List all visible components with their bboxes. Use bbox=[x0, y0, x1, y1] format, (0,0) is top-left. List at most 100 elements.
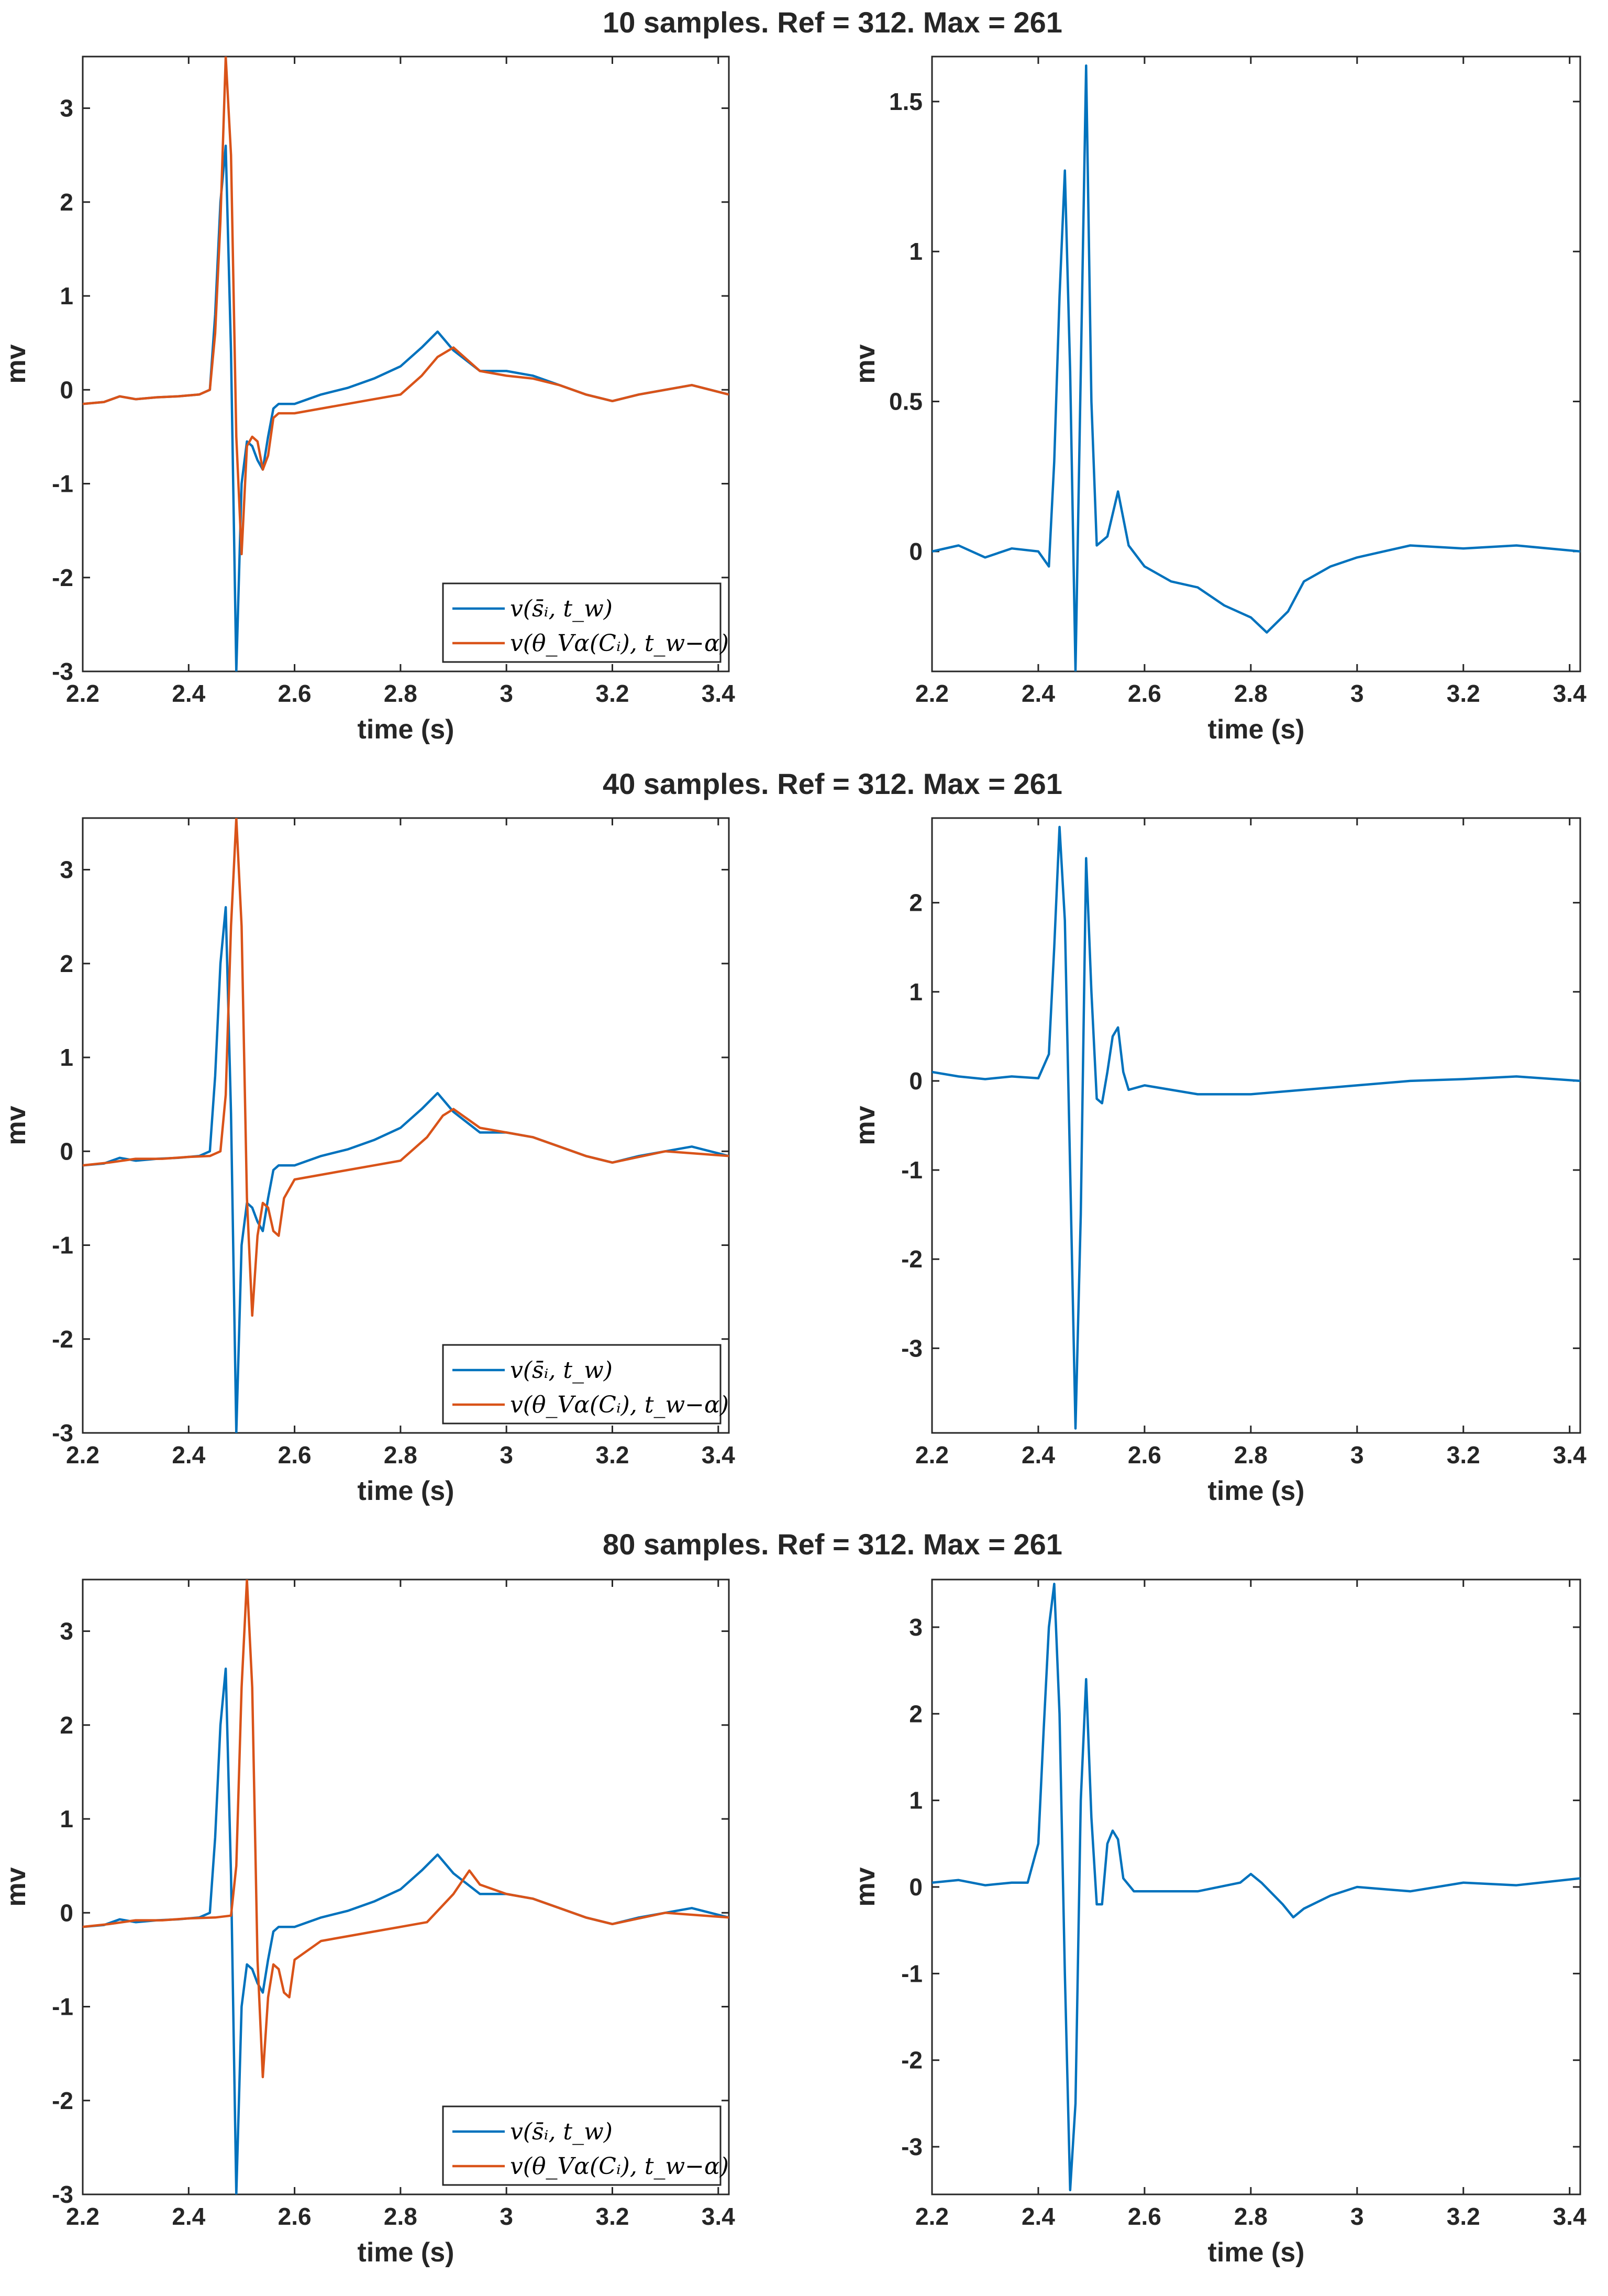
y-tick-label: 0 bbox=[909, 1067, 923, 1095]
legend: v(s̄ᵢ, t_w) v(θ_Vα(Cᵢ), t_w−α) bbox=[442, 582, 729, 663]
x-tick-label: 2.4 bbox=[1022, 1441, 1055, 1469]
legend-label-1: v(s̄ᵢ, t_w) bbox=[510, 1357, 613, 1384]
y-tick-label: 0 bbox=[60, 1138, 73, 1165]
x-tick-label: 3 bbox=[500, 2203, 513, 2230]
legend: v(s̄ᵢ, t_w) v(θ_Vα(Cᵢ), t_w−α) bbox=[442, 2105, 729, 2186]
x-tick-label: 3.4 bbox=[1553, 680, 1587, 707]
y-tick-label: -1 bbox=[52, 1232, 73, 1259]
x-tick-label: 3 bbox=[1350, 2203, 1364, 2230]
row-3-title: 80 samples. Ref = 312. Max = 261 bbox=[603, 1528, 1062, 1561]
x-tick-label: 2.8 bbox=[1234, 2203, 1268, 2230]
y-tick-label: -3 bbox=[52, 1419, 73, 1447]
y-tick-label: 0 bbox=[909, 1873, 923, 1901]
chart-1-left: 2.2 2.4 2.6 2.8 3 3.2 3.4 -3 -2 -1 0 1 2 3 time (s) mv v… bbox=[1, 56, 735, 745]
x-tick-label: 2.2 bbox=[66, 680, 99, 707]
x-tick-label: 2.4 bbox=[172, 1441, 205, 1469]
y-tick-label: -2 bbox=[901, 1245, 923, 1273]
y-tick-label: 2 bbox=[909, 889, 923, 917]
series-line-orange bbox=[83, 1580, 729, 2079]
y-axis-label: mv bbox=[1, 344, 31, 383]
y-tick-label: 0 bbox=[60, 1899, 73, 1926]
x-tick-label: 2.6 bbox=[1128, 2203, 1161, 2230]
plot-area bbox=[82, 817, 730, 1434]
legend-label-2: v(θ_Vα(Cᵢ), t_w−α) bbox=[510, 630, 729, 657]
x-tick-label: 2.4 bbox=[172, 680, 205, 707]
y-tick-label: 3 bbox=[60, 95, 73, 122]
legend-label-1: v(s̄ᵢ, t_w) bbox=[510, 2118, 613, 2145]
series-group bbox=[83, 1580, 729, 2194]
x-axis-label: time (s) bbox=[358, 1476, 454, 1506]
y-tick-label: -1 bbox=[52, 1993, 73, 2021]
y-tick-label: -3 bbox=[52, 2181, 73, 2208]
series-line-blue bbox=[932, 825, 1580, 1430]
y-axis-label: mv bbox=[850, 344, 881, 383]
y-tick-label: 0 bbox=[60, 376, 73, 403]
x-axis-label: time (s) bbox=[358, 714, 454, 745]
x-tick-label: 3.2 bbox=[595, 680, 629, 707]
y-tick-label: -2 bbox=[52, 2087, 73, 2114]
y-tick-label: 3 bbox=[60, 856, 73, 884]
legend-box bbox=[442, 582, 722, 663]
x-tick-label: 2.6 bbox=[1128, 680, 1161, 707]
y-tick-label: 2 bbox=[60, 1712, 73, 1739]
x-tick-label: 2.8 bbox=[1234, 680, 1268, 707]
series-group bbox=[932, 825, 1580, 1430]
y-tick-label: -2 bbox=[52, 1326, 73, 1353]
y-axis-label: mv bbox=[1, 1106, 31, 1145]
y-tick-label: -1 bbox=[901, 1960, 923, 1987]
x-tick-label: 3 bbox=[1350, 1441, 1364, 1469]
series-group bbox=[83, 57, 729, 671]
x-tick-label: 2.6 bbox=[278, 1441, 312, 1469]
x-tick-label: 3.2 bbox=[595, 2203, 629, 2230]
x-axis-label: time (s) bbox=[1208, 2237, 1305, 2268]
x-tick-label: 3 bbox=[1350, 680, 1364, 707]
y-tick-label: 1 bbox=[60, 1044, 73, 1071]
series-group bbox=[932, 64, 1580, 671]
x-tick-label: 3 bbox=[500, 1441, 513, 1469]
x-tick-label: 3.2 bbox=[1447, 680, 1480, 707]
x-tick-label: 2.4 bbox=[172, 2203, 205, 2230]
x-tick-label: 3.4 bbox=[1553, 2203, 1587, 2230]
x-tick-label: 3.2 bbox=[1447, 1441, 1480, 1469]
chart-1-right: 2.2 2.4 2.6 2.8 3 3.2 3.4 0 0.5 1 1.5 time (s) mv bbox=[850, 56, 1587, 745]
y-axis-label: mv bbox=[850, 1867, 881, 1906]
chart-2-left: 2.2 2.4 2.6 2.8 3 3.2 3.4 -3 -2 -1 0 1 2 3 time (s) mv v… bbox=[1, 817, 735, 1506]
legend-box bbox=[442, 1344, 722, 1425]
y-tick-label: 0.5 bbox=[889, 388, 923, 415]
x-tick-label: 3.2 bbox=[595, 1441, 629, 1469]
y-tick-label: 0 bbox=[909, 538, 923, 565]
chart-2-right: 2.2 2.4 2.6 2.8 3 3.2 3.4 -3 -2 -1 0 1 2 time (s) mv bbox=[850, 817, 1587, 1506]
y-tick-label: 1 bbox=[909, 978, 923, 1006]
series-group bbox=[83, 818, 729, 1433]
y-tick-label: 1.5 bbox=[889, 88, 923, 115]
y-tick-label: 1 bbox=[60, 282, 73, 310]
y-tick-label: 1 bbox=[909, 238, 923, 265]
y-tick-label: -1 bbox=[52, 470, 73, 498]
x-tick-label: 2.8 bbox=[384, 1441, 417, 1469]
x-tick-label: 2.8 bbox=[384, 680, 417, 707]
x-tick-label: 2.8 bbox=[384, 2203, 417, 2230]
x-tick-label: 2.6 bbox=[1128, 1441, 1161, 1469]
x-tick-label: 2.6 bbox=[278, 680, 312, 707]
legend-label-1: v(s̄ᵢ, t_w) bbox=[510, 595, 613, 622]
x-tick-label: 3.4 bbox=[702, 680, 735, 707]
x-tick-label: 2.2 bbox=[915, 1441, 949, 1469]
y-tick-label: -1 bbox=[901, 1156, 923, 1184]
legend-box bbox=[442, 2105, 722, 2186]
series-line-orange bbox=[83, 818, 729, 1317]
y-tick-label: 3 bbox=[60, 1618, 73, 1645]
y-tick-label: 2 bbox=[60, 189, 73, 216]
plot-area bbox=[931, 1579, 1581, 2195]
series-line-blue bbox=[932, 64, 1580, 671]
x-tick-label: 3.4 bbox=[702, 1441, 735, 1469]
y-axis-label: mv bbox=[850, 1106, 881, 1145]
y-tick-label: 1 bbox=[60, 1805, 73, 1833]
row-1-title: 10 samples. Ref = 312. Max = 261 bbox=[603, 6, 1062, 39]
y-tick-label: -3 bbox=[901, 1334, 923, 1362]
y-tick-label: 2 bbox=[60, 950, 73, 977]
x-tick-label: 3.2 bbox=[1447, 2203, 1480, 2230]
series-line-orange bbox=[83, 57, 729, 556]
plot-area bbox=[82, 1579, 730, 2195]
legend: v(s̄ᵢ, t_w) v(θ_Vα(Cᵢ), t_w−α) bbox=[442, 1344, 729, 1425]
